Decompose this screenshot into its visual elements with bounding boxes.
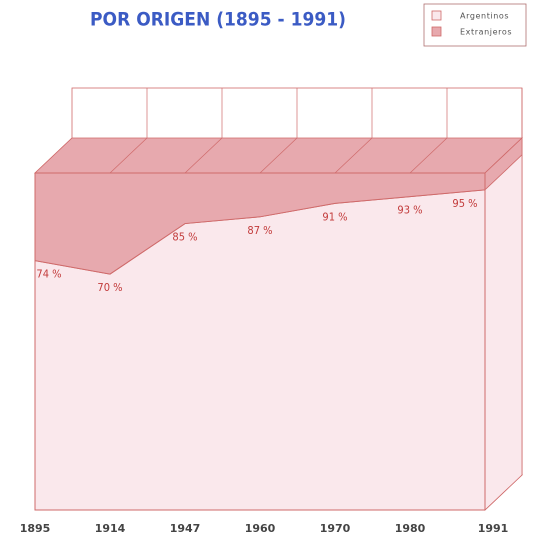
top-line bbox=[184, 137, 223, 174]
legend-swatch bbox=[431, 26, 442, 37]
data-label: 70 % bbox=[97, 281, 122, 294]
top-line bbox=[334, 137, 373, 174]
data-label: 95 % bbox=[452, 197, 477, 210]
chart-title: POR ORIGEN (1895 - 1991) bbox=[90, 9, 346, 31]
top-line bbox=[259, 137, 298, 174]
data-label: 87 % bbox=[247, 224, 272, 237]
x-tick-label: 1960 bbox=[245, 522, 276, 535]
data-label: 85 % bbox=[172, 231, 197, 244]
legend-label: Argentinos bbox=[460, 12, 509, 21]
x-tick-label: 1947 bbox=[170, 522, 201, 535]
top-line bbox=[109, 137, 148, 174]
legend bbox=[423, 3, 527, 47]
top-line bbox=[409, 137, 448, 174]
x-tick-label: 1895 bbox=[20, 522, 51, 535]
x-tick-label: 1980 bbox=[395, 522, 426, 535]
legend-label: Extranjeros bbox=[460, 28, 512, 37]
x-tick-label: 1914 bbox=[95, 522, 126, 535]
data-label: 74 % bbox=[36, 268, 61, 281]
x-tick-label: 1991 bbox=[478, 522, 509, 535]
legend-swatch bbox=[431, 10, 442, 21]
x-tick-label: 1970 bbox=[320, 522, 351, 535]
side-face bbox=[484, 137, 523, 511]
data-label: 93 % bbox=[397, 204, 422, 217]
data-label: 91 % bbox=[322, 210, 347, 223]
area bbox=[34, 172, 486, 275]
